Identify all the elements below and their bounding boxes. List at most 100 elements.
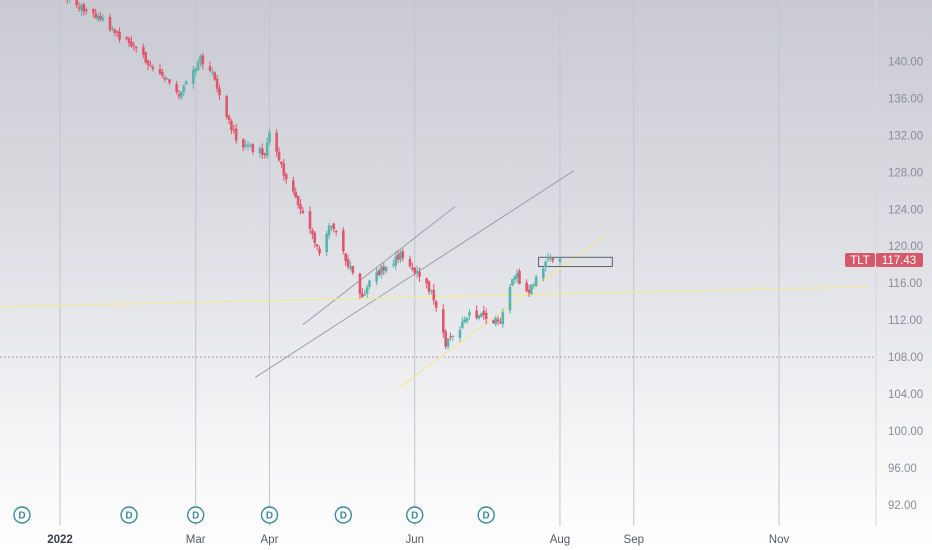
candle-body: [251, 143, 255, 153]
candle: [177, 90, 181, 100]
candle: [215, 75, 219, 93]
candle: [142, 43, 145, 59]
candle-body: [346, 259, 350, 267]
candle-body: [518, 270, 521, 284]
candle: [192, 65, 195, 89]
candle: [111, 26, 114, 32]
gray-trendline[interactable]: [302, 206, 456, 326]
candle: [349, 261, 352, 271]
candle-body: [427, 281, 431, 292]
dividend-marker[interactable]: D: [406, 506, 424, 524]
candle: [342, 227, 345, 255]
candle: [346, 254, 350, 270]
candle: [368, 279, 371, 290]
candle-body: [525, 282, 528, 291]
drawing-layer[interactable]: [0, 170, 868, 388]
candle: [425, 277, 428, 289]
dividend-marker-label: D: [411, 511, 418, 522]
dividend-marker-label: D: [483, 511, 490, 522]
candle-body: [311, 230, 314, 234]
dividend-marker[interactable]: D: [477, 506, 495, 524]
candle: [380, 264, 383, 279]
candle-body: [194, 68, 198, 72]
candle: [77, 2, 81, 13]
time-axis[interactable]: 2022 Mar Apr Jun Aug Sep Nov: [47, 534, 789, 546]
candle-body: [327, 225, 331, 236]
candle-body: [284, 174, 288, 180]
candle-body: [515, 272, 519, 279]
price-tick-label: 112.00: [888, 315, 922, 327]
price-tick-label: 140.00: [888, 56, 923, 68]
candle-body: [508, 286, 512, 311]
candle-body: [161, 71, 164, 76]
candle-body: [430, 290, 433, 292]
candle: [382, 262, 386, 275]
candle-body: [196, 61, 200, 71]
rectangle-drawing[interactable]: [538, 256, 613, 268]
dividend-marker[interactable]: D: [120, 506, 138, 524]
candle-body: [265, 142, 269, 157]
candle-body: [201, 55, 205, 65]
price-axis[interactable]: 140.00 136.00 132.00 128.00 124.00 120.00 116.…: [888, 56, 923, 511]
candle: [165, 76, 169, 80]
dividend-marker-circle: [406, 506, 424, 524]
symbol-label-box: [845, 253, 875, 267]
candle-body: [330, 225, 333, 228]
candle-body: [299, 204, 302, 210]
candle: [501, 308, 505, 328]
candle-body: [258, 148, 262, 154]
candle: [265, 137, 269, 159]
dividend-marker[interactable]: D: [260, 506, 279, 524]
price-tick-label: 116.00: [888, 278, 922, 290]
time-tick-label: Nov: [769, 534, 790, 546]
candle-body: [482, 310, 486, 315]
candle: [449, 332, 452, 341]
candle-body: [149, 65, 152, 67]
candle: [513, 274, 517, 284]
candle: [213, 71, 217, 81]
candle-body: [532, 284, 536, 286]
last-price-label-box: [876, 253, 923, 267]
candle-body: [399, 252, 402, 260]
candle-body: [246, 144, 250, 147]
candle: [482, 305, 486, 320]
candle-body: [249, 145, 252, 147]
candle-body: [432, 289, 436, 301]
candle-body: [461, 321, 464, 328]
candle-body: [377, 270, 381, 276]
candle: [211, 67, 214, 76]
dividend-marker[interactable]: D: [13, 506, 31, 524]
candle: [532, 282, 536, 289]
candle-body: [218, 88, 221, 96]
dividend-marker[interactable]: D: [187, 506, 205, 524]
candle: [468, 308, 471, 320]
candle: [251, 143, 255, 155]
candle: [484, 308, 488, 325]
candle-body: [358, 273, 362, 294]
dividend-marker[interactable]: D: [334, 506, 353, 524]
yellow-trendline[interactable]: [0, 286, 868, 308]
candle-body: [199, 55, 202, 63]
candle: [375, 267, 378, 286]
dividend-marker-circle: [187, 506, 205, 524]
candle-body: [177, 94, 181, 97]
candle: [313, 230, 317, 248]
candle-body: [263, 153, 267, 156]
candle-body: [127, 37, 131, 43]
candle-body: [232, 129, 236, 131]
candle: [465, 316, 469, 324]
candle-body: [146, 60, 150, 66]
candle: [315, 244, 319, 250]
candle: [161, 68, 164, 79]
symbol-label: TLT: [850, 255, 870, 267]
candle: [558, 256, 562, 266]
price-tick-label: 120.00: [888, 241, 923, 253]
price-tick-label: 108.00: [888, 352, 923, 364]
candle: [496, 316, 500, 326]
candle: [275, 129, 278, 158]
candle: [230, 119, 233, 135]
candle-body: [268, 131, 271, 143]
candle-body: [458, 329, 462, 338]
